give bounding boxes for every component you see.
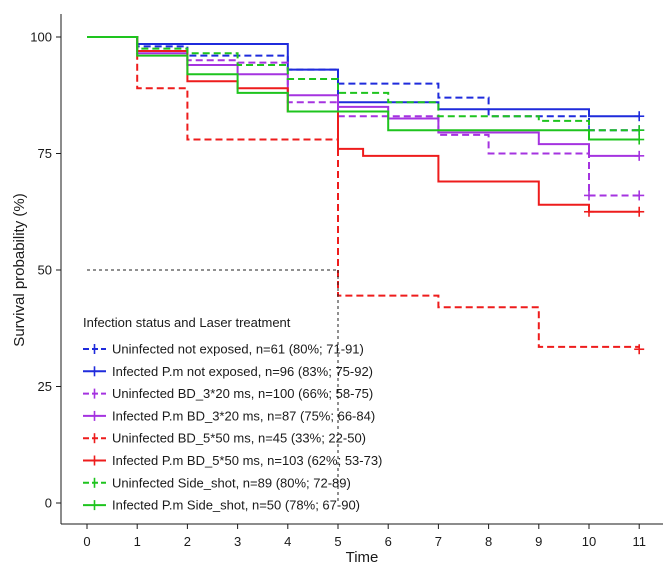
legend-label: Uninfected BD_3*20 ms, n=100 (66%; 58-75… [112,386,373,401]
series-7 [87,36,645,145]
ticks: 0 1 2 3 4 5 6 7 8 9 10 11 0 25 50 75 100 [30,30,646,550]
x-tick-label: 0 [83,534,90,549]
legend-key [83,344,106,354]
x-tick-label: 1 [134,534,141,549]
legend: Infection status and Laser treatment Uni… [83,315,382,513]
legend-label: Uninfected not exposed, n=61 (80%; 71-91… [112,342,364,357]
legend-key [83,477,106,488]
legend-key [83,410,106,421]
x-tick-label: 9 [535,534,542,549]
legend-key [83,500,106,511]
x-tick-label: 3 [234,534,241,549]
legend-title: Infection status and Laser treatment [83,315,291,330]
x-tick-label: 6 [385,534,392,549]
series-lines [87,36,645,355]
legend-label: Uninfected Side_shot, n=89 (80%; 72-89) [112,475,351,490]
x-tick-label: 8 [485,534,492,549]
series-line [87,36,640,141]
y-axis-title: Survival probability (%) [11,193,28,346]
y-tick-label: 75 [38,146,52,161]
series-line [87,36,640,197]
legend-label: Infected P.m BD_3*20 ms, n=87 (75%; 66-8… [112,408,375,423]
series-line [87,36,640,213]
x-tick-label: 5 [334,534,341,549]
series-2 [87,36,645,201]
median-reference [87,269,339,503]
series-line [87,36,640,348]
series-4 [87,36,645,355]
series-6 [87,36,645,136]
series-1 [87,36,645,122]
legend-key [83,366,106,377]
legend-key [83,455,106,466]
legend-key [83,388,106,399]
y-tick-label: 100 [30,30,52,45]
x-tick-label: 10 [582,534,596,549]
legend-key [83,433,106,444]
x-tick-label: 4 [284,534,291,549]
legend-label: Uninfected BD_5*50 ms, n=45 (33%; 22-50) [112,431,366,446]
legend-label: Infected P.m not exposed, n=96 (83%; 75-… [112,364,373,379]
series-line [87,36,640,132]
series-5 [87,36,645,217]
x-tick-label: 11 [632,534,646,549]
legend-label: Infected P.m Side_shot, n=50 (78%; 67-90… [112,498,360,513]
x-axis-title: Time [346,549,379,562]
axes [60,14,663,525]
legend-label: Infected P.m BD_5*50 ms, n=103 (62%; 53-… [112,453,382,468]
y-tick-label: 50 [38,263,52,278]
x-tick-label: 7 [435,534,442,549]
y-tick-label: 0 [45,496,52,511]
x-tick-label: 2 [184,534,191,549]
y-tick-label: 25 [38,379,52,394]
